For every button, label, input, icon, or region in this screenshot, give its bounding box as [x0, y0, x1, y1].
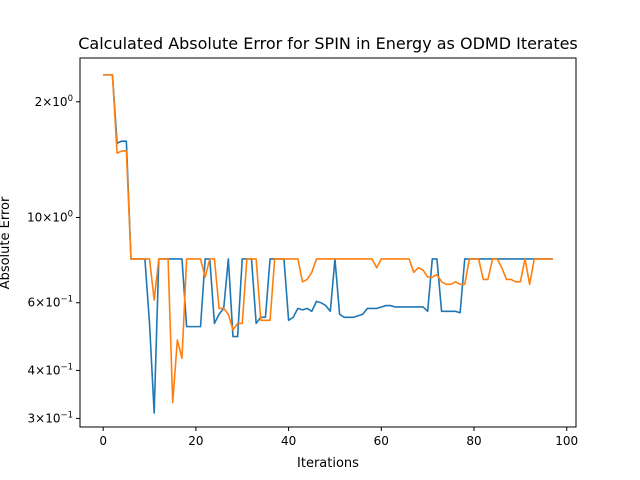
x-axis-label: Iterations [297, 456, 359, 471]
y-axis-label: Absolute Error [0, 196, 13, 289]
series-2-line [103, 74, 553, 404]
plot-area: 0 20 40 60 80 100 3×10−1 4×10−1 6×10−1 10×100 2×1… [27, 57, 578, 448]
y-tick-label: 4×10−1 [28, 362, 74, 377]
plot-frame [79, 57, 577, 428]
y-axis-ticks: 3×10−1 4×10−1 6×10−1 10×100 2×100 [27, 94, 80, 425]
x-tick-label: 40 [281, 434, 296, 448]
y-tick-label: 3×10−1 [28, 410, 74, 425]
x-tick-label: 60 [374, 434, 389, 448]
x-tick-label: 0 [99, 434, 107, 448]
x-axis-ticks: 0 20 40 60 80 100 [99, 427, 578, 448]
x-tick-label: 20 [188, 434, 203, 448]
y-tick-label: 6×10−1 [28, 295, 74, 310]
series-1-line [103, 74, 553, 414]
y-tick-label: 2×100 [35, 94, 73, 109]
x-tick-label: 80 [466, 434, 481, 448]
x-tick-label: 100 [555, 434, 578, 448]
y-tick-label: 10×100 [27, 209, 73, 224]
series-layer [103, 74, 553, 414]
chart-title: Calculated Absolute Error for SPIN in En… [78, 34, 578, 53]
